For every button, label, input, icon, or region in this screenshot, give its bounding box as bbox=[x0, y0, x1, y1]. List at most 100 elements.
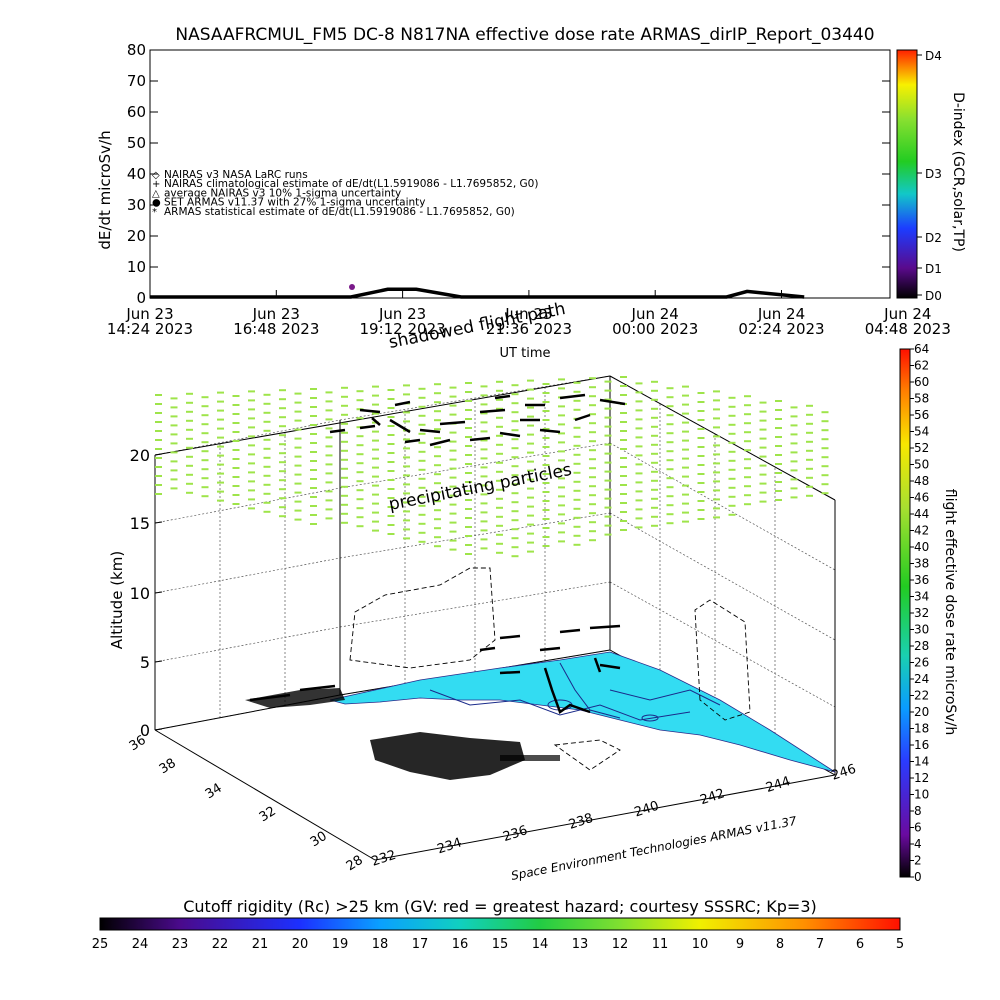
timeseries-x-tick-label-time: 02:24 2023 bbox=[738, 320, 824, 338]
shadow-path-segment bbox=[469, 436, 491, 442]
shadow-path-segment bbox=[429, 438, 451, 447]
box-edges bbox=[154, 375, 836, 861]
d-index-ticks: D4 D3 D2 D1 D0 bbox=[917, 49, 942, 303]
timeseries-x-tick-label-time: 00:00 2023 bbox=[612, 320, 698, 338]
d-index-tick-label: D3 bbox=[925, 167, 942, 181]
timeseries-y-tick-label: 60 bbox=[127, 103, 146, 121]
timeseries-x-tick-label-time: 04:48 2023 bbox=[865, 320, 951, 338]
timeseries-y-tick-label: 70 bbox=[127, 72, 146, 90]
page-title: NASAAFRCMUL_FM5 DC-8 N817NA effective do… bbox=[175, 25, 874, 45]
latitude-tick-label: 34 bbox=[203, 781, 225, 802]
cutoff-rigidity-tick-label: 14 bbox=[532, 937, 549, 952]
dose-rate-tick-label: 52 bbox=[914, 441, 929, 455]
dose-rate-tick-label: 62 bbox=[914, 359, 929, 373]
cutoff-rigidity-tick-label: 9 bbox=[736, 937, 744, 952]
armas-dose-marker bbox=[349, 284, 355, 290]
legend-symbol: * bbox=[152, 207, 157, 218]
credit-text: Space Environment Technologies ARMAS v11… bbox=[510, 814, 798, 883]
shadow-path-segment bbox=[389, 418, 411, 434]
flight-track-ground bbox=[499, 657, 602, 714]
shadow-path-segment bbox=[394, 400, 411, 407]
shadow-path-segment bbox=[499, 634, 521, 640]
timeseries-y-tick-label: 80 bbox=[127, 41, 146, 59]
dose-rate-tick-label: 10 bbox=[914, 788, 929, 802]
legend-label: NAIRAS climatological estimate of dE/dt(… bbox=[164, 178, 538, 190]
timeseries-x-label: UT time bbox=[500, 346, 551, 361]
timeseries-x-tick-label-time: 16:48 2023 bbox=[233, 320, 319, 338]
timeseries-y-tick-label: 20 bbox=[127, 227, 146, 245]
dose-rate-tick-label: 50 bbox=[914, 458, 929, 472]
dose-rate-tick-label: 18 bbox=[914, 722, 929, 736]
shadowed-flight-path bbox=[249, 393, 626, 702]
altitude-tick-label: 10 bbox=[130, 584, 150, 603]
timeseries-x-tick-label-date: Jun 23 bbox=[252, 305, 300, 323]
shadow-path-segment bbox=[439, 420, 466, 426]
legend-symbol: ● bbox=[152, 198, 161, 209]
altitude-axis-label: Altitude (km) bbox=[108, 551, 126, 649]
dose-rate-tick-label: 38 bbox=[914, 557, 929, 571]
cutoff-rigidity-tick-label: 6 bbox=[856, 937, 864, 952]
dose-rate-tick-label: 16 bbox=[914, 738, 929, 752]
cutoff-rigidity-tick-label: 21 bbox=[252, 937, 269, 952]
altitude-ticks: 0 5 10 15 20 bbox=[130, 446, 163, 740]
shadow-path-segment bbox=[539, 428, 561, 434]
timeseries-x-tick-label-date: Jun 23 bbox=[504, 305, 552, 323]
legend-symbol: △ bbox=[152, 188, 160, 199]
altitude-tick-label: 5 bbox=[140, 653, 150, 672]
cutoff-rigidity-tick-label: 8 bbox=[776, 937, 784, 952]
dose-rate-tick-label: 2 bbox=[914, 854, 922, 868]
longitude-tick-label: 240 bbox=[633, 799, 661, 821]
dose-rate-tick-label: 40 bbox=[914, 540, 929, 554]
legend-symbol: ◇ bbox=[152, 170, 160, 181]
altitude-tick-label: 15 bbox=[130, 514, 150, 533]
timeseries-x-tick-label-date: Jun 24 bbox=[631, 305, 679, 323]
d-index-tick-label: D4 bbox=[925, 49, 942, 63]
cutoff-rigidity-ticks: 25 24 23 22 21 20 19 18 17 16 15 14 13 12 11 10 9 8 7 6 5 bbox=[92, 937, 904, 952]
legend-label: ARMAS statistical estimate of dE/dt(L1.5… bbox=[164, 206, 515, 218]
shadow-path-segment bbox=[499, 431, 521, 438]
shadow-path-segment bbox=[359, 424, 376, 430]
dose-rate-tick-label: 6 bbox=[914, 821, 922, 835]
longitude-ticks: 232 234 236 238 240 242 244 246 bbox=[370, 762, 858, 870]
shadow-path-segment bbox=[479, 408, 506, 414]
cutoff-rigidity-tick-label: 20 bbox=[292, 937, 309, 952]
cutoff-rigidity-tick-label: 7 bbox=[816, 937, 824, 952]
shadow-path-segment bbox=[589, 624, 621, 630]
dose-rate-tick-label: 12 bbox=[914, 771, 929, 785]
precipitating-particles bbox=[155, 376, 829, 558]
dose-rate-tick-label: 56 bbox=[914, 408, 929, 422]
longitude-tick-label: 246 bbox=[830, 762, 858, 784]
longitude-tick-label: 232 bbox=[370, 848, 398, 870]
dose-rate-tick-label: 42 bbox=[914, 524, 929, 538]
shadow-path-segment bbox=[599, 663, 621, 670]
latitude-tick-label: 36 bbox=[127, 733, 149, 754]
d-index-colorbar-gradient bbox=[896, 49, 918, 299]
dose-rate-tick-label: 28 bbox=[914, 639, 929, 653]
cutoff-rigidity-gradient bbox=[99, 917, 901, 931]
dose-rate-tick-label: 30 bbox=[914, 623, 929, 637]
dose-rate-tick-label: 34 bbox=[914, 590, 929, 604]
d-index-tick-label: D2 bbox=[925, 231, 942, 245]
ground-dose-footprint bbox=[329, 651, 836, 773]
dose-rate-tick-label: 22 bbox=[914, 689, 929, 703]
longitude-tick-label: 234 bbox=[436, 835, 464, 857]
cutoff-rigidity-tick-label: 17 bbox=[412, 937, 429, 952]
cutoff-rigidity-tick-label: 11 bbox=[652, 937, 669, 952]
timeseries-legend: ◇ NAIRAS v3 NASA LaRC runs + NAIRAS climato… bbox=[152, 169, 538, 218]
shadow-path-segment bbox=[329, 428, 346, 434]
dose-rate-tick-label: 46 bbox=[914, 491, 929, 505]
timeseries-y-label: dE/dt microSv/h bbox=[96, 130, 114, 249]
longitude-tick-label: 242 bbox=[698, 786, 726, 808]
dose-series-line bbox=[150, 287, 805, 299]
shadow-path-segment bbox=[539, 646, 561, 652]
dose-rate-tick-label: 48 bbox=[914, 474, 929, 488]
timeseries-y-tick-label: 10 bbox=[127, 258, 146, 276]
shadow-path-segment bbox=[574, 413, 591, 422]
timeseries-y-ticks: 0 10 20 30 40 50 60 70 80 bbox=[127, 41, 890, 307]
longitude-tick-label: 236 bbox=[501, 823, 529, 845]
dose-rate-tick-label: 36 bbox=[914, 573, 929, 587]
cutoff-rigidity-tick-label: 5 bbox=[896, 937, 904, 952]
